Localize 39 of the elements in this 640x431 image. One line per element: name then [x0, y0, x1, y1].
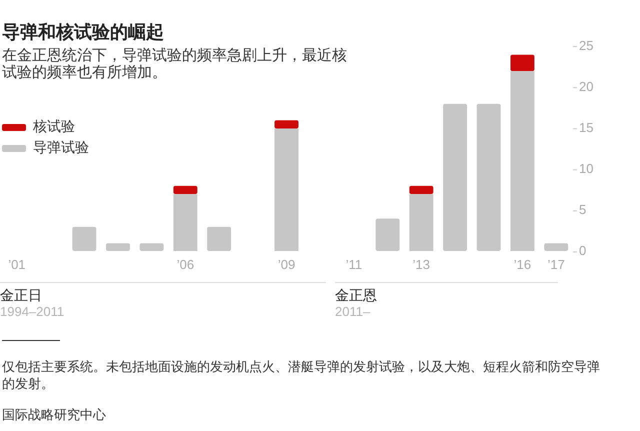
x-tick-label: ’11 — [346, 256, 362, 272]
y-tick-label: 25 — [579, 38, 594, 54]
bar — [173, 194, 198, 251]
legend-label: 核试验 — [33, 118, 75, 136]
bar — [173, 186, 198, 194]
x-tick-label: ’06 — [176, 256, 194, 272]
x-tick-label: ’01 — [8, 256, 26, 272]
y-tick-label: 10 — [579, 161, 594, 176]
text: 金正恩 — [335, 287, 377, 304]
x-tick-label: ’16 — [514, 256, 532, 272]
bar — [274, 128, 298, 251]
text: 在金正恩统治下，导弹试验的频率急剧上升，最近核试验的频率也有所增加。 — [2, 47, 348, 81]
bar — [140, 243, 164, 251]
bar — [207, 226, 232, 251]
x-tick-label: ’09 — [278, 256, 296, 272]
x-tick-label: ’17 — [547, 256, 565, 272]
bar — [476, 104, 501, 251]
bar — [376, 218, 400, 251]
text: 仅包括主要系统。未包括地面设施的发动机点火、潜艇导弹的发射试验，以及大炮、短程火箭和防空导弹的发射。 — [2, 358, 601, 392]
bar — [510, 54, 534, 72]
bar — [274, 120, 298, 128]
x-tick-label: ’13 — [412, 256, 430, 272]
y-tick-label: 0 — [579, 243, 586, 258]
text: 1994–2011 — [0, 304, 64, 320]
legend-label: 导弹试验 — [33, 139, 89, 157]
text: 2011– — [335, 304, 370, 320]
chart-title: 导弹和核试验的崛起 — [2, 21, 165, 43]
text: 金正日 — [0, 287, 42, 304]
bar — [106, 243, 130, 251]
bar — [409, 186, 434, 194]
bar — [544, 243, 568, 251]
bar — [510, 71, 534, 251]
y-tick-label: 5 — [579, 202, 586, 218]
y-tick-label: 15 — [579, 120, 594, 136]
bar — [443, 104, 467, 251]
text: 国际战略研究中心 — [2, 406, 107, 423]
y-tick-label: 20 — [579, 79, 594, 94]
bar — [409, 194, 434, 251]
bar — [72, 226, 96, 251]
